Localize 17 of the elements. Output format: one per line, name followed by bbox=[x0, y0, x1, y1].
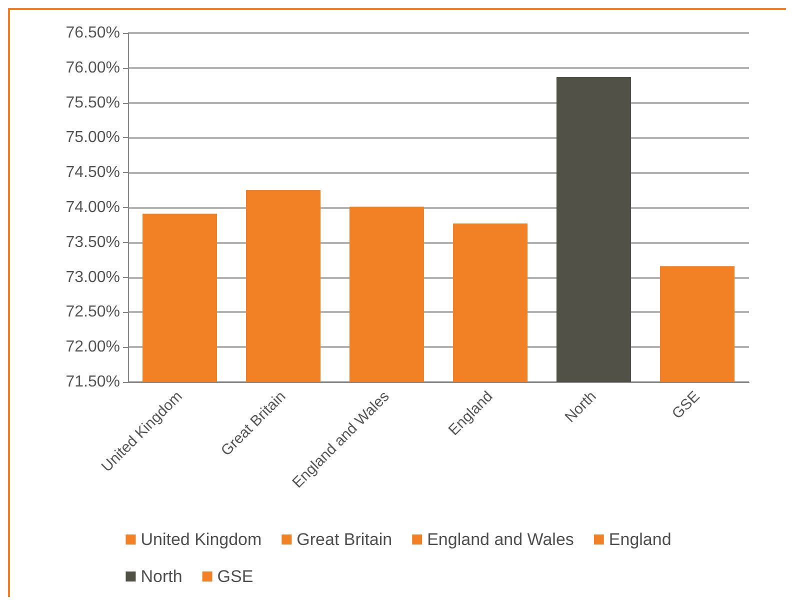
legend-label: North bbox=[140, 567, 182, 586]
y-tick-label: 75.50% bbox=[66, 94, 120, 112]
y-tick-label: 74.50% bbox=[66, 164, 120, 182]
legend-label: GSE bbox=[217, 567, 254, 586]
y-tick-label: 72.50% bbox=[66, 304, 120, 321]
legend-label: England bbox=[608, 530, 672, 549]
legend-label: United Kingdom bbox=[140, 530, 262, 549]
legend-label: Great Britain bbox=[296, 530, 392, 549]
y-tick-label: 74.00% bbox=[66, 199, 120, 216]
y-tick-label: 71.50% bbox=[66, 374, 120, 390]
y-tick-label: 75.00% bbox=[66, 129, 120, 146]
y-tick-label: 72.00% bbox=[66, 338, 120, 356]
y-tick-label: 76.00% bbox=[66, 59, 120, 76]
y-tick-label: 73.50% bbox=[66, 234, 120, 251]
y-tick-label: 73.00% bbox=[66, 268, 120, 286]
legend-label: England and Wales bbox=[427, 530, 574, 549]
y-tick-label: 76.50% bbox=[66, 24, 120, 42]
